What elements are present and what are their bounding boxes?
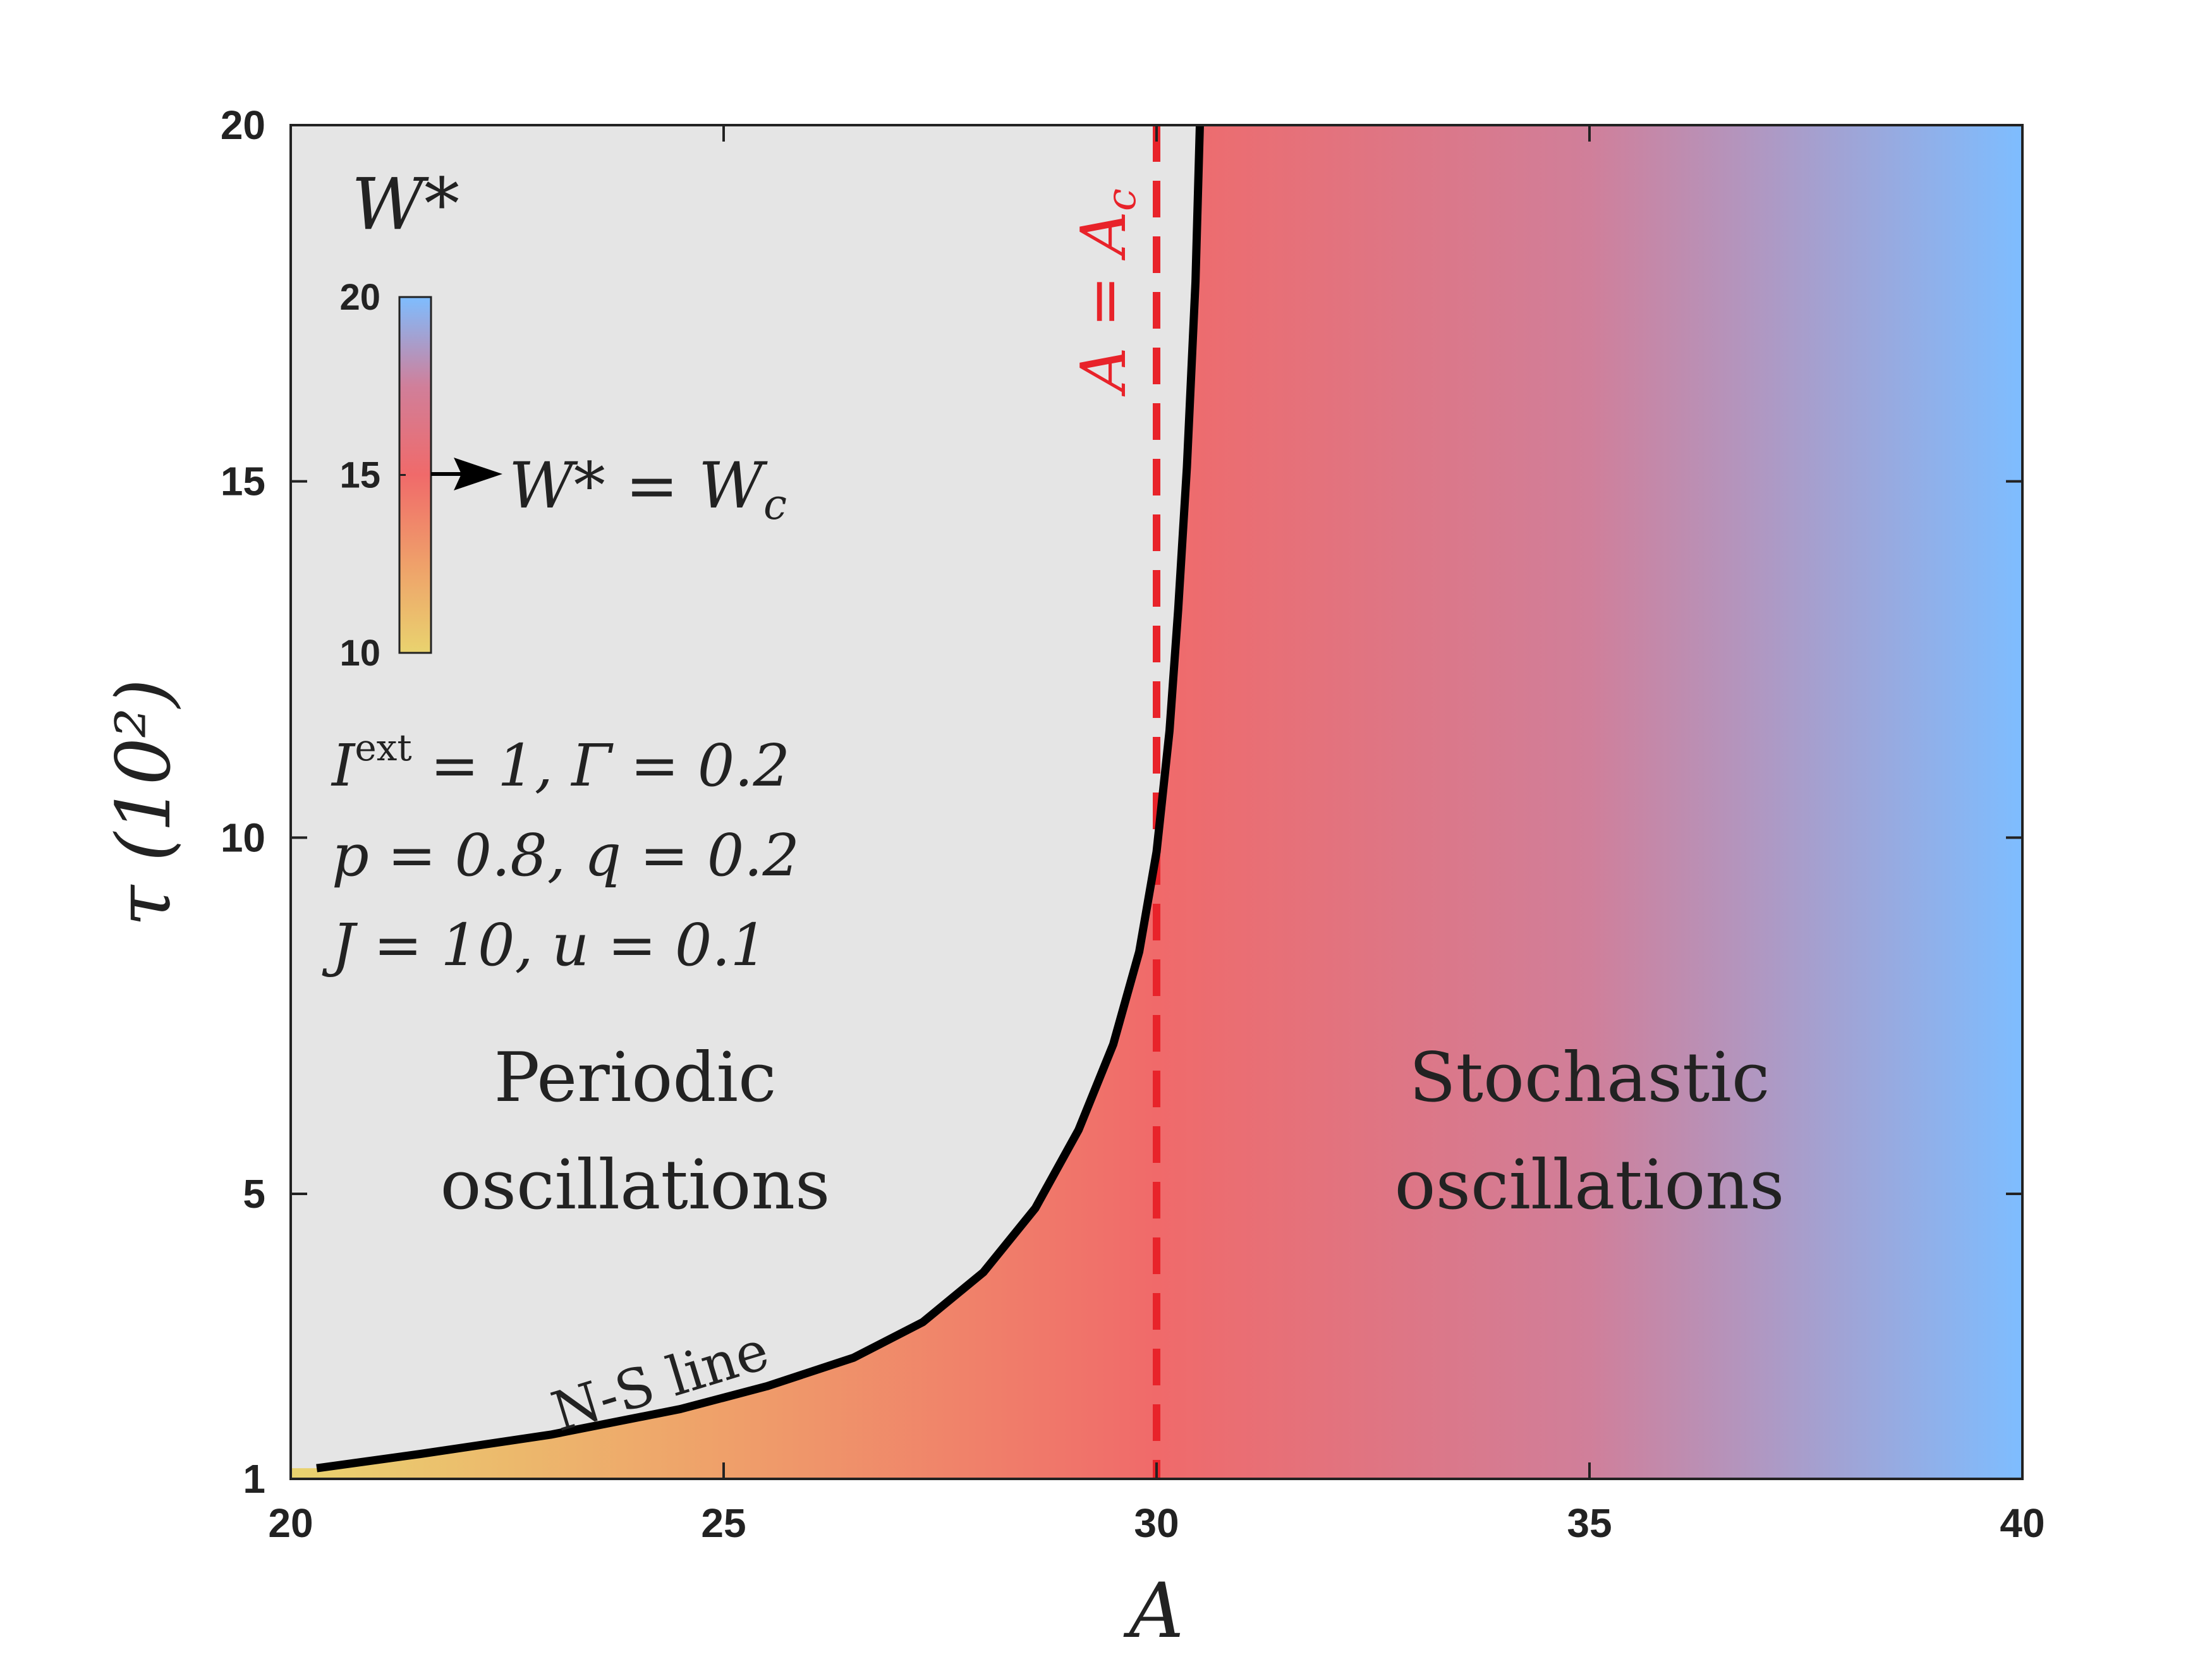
y-tick-label: 10 — [221, 815, 265, 860]
x-tick-label: 30 — [1134, 1500, 1179, 1546]
critical-line-label: A = Ac — [1068, 188, 1145, 397]
x-axis-ticks: 20 25 30 35 40 — [268, 125, 2045, 1546]
parameter-line-1: Iext = 1, Γ = 0.2 — [331, 726, 790, 799]
x-tick-label: 25 — [701, 1500, 746, 1546]
right-region-label-line-1: Stochastic — [1409, 1038, 1770, 1117]
x-tick-label: 40 — [2000, 1500, 2045, 1546]
x-tick-label: 20 — [268, 1500, 313, 1546]
left-region-label-line-2: oscillations — [441, 1146, 830, 1225]
colorbar-title: W* — [351, 164, 459, 246]
y-tick-label: 15 — [221, 459, 265, 504]
right-region-label-line-2: oscillations — [1395, 1146, 1785, 1225]
colorbar-ticks: 10 15 20 — [339, 277, 406, 674]
x-tick-label: 35 — [1567, 1500, 1612, 1546]
colorbar-tick-label: 15 — [339, 455, 380, 496]
periodic-region-gray — [291, 125, 1200, 1469]
y-tick-label: 20 — [221, 102, 265, 148]
y-axis-label: τ (10²) — [100, 679, 187, 927]
parameter-line-3: J = 10, u = 0.1 — [322, 911, 767, 979]
left-region-label-line-1: Periodic — [494, 1038, 776, 1117]
arrowhead-icon — [454, 458, 502, 490]
x-axis-label: A — [1123, 1567, 1184, 1655]
y-tick-label: 1 — [243, 1456, 265, 1502]
colorbar-tick-label: 10 — [339, 633, 380, 674]
colorbar-marker-label: W* = Wc — [509, 449, 787, 529]
ns-line — [316, 125, 1204, 1473]
parameter-line-2: p = 0.8, q = 0.2 — [332, 822, 799, 889]
y-tick-label: 5 — [243, 1171, 265, 1217]
colorbar-tick-label: 20 — [339, 277, 380, 318]
